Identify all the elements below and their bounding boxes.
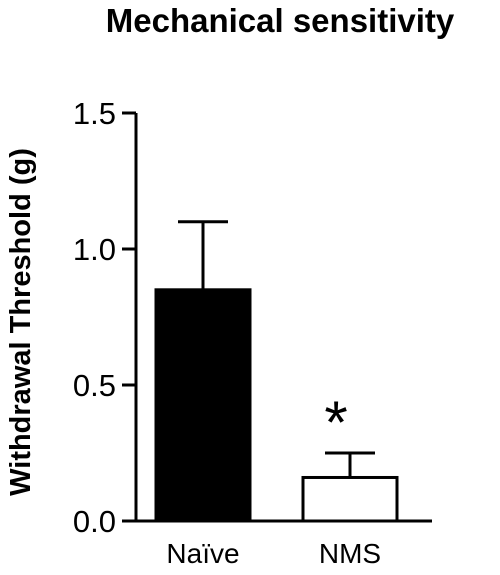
- labels: 0.0 0.5 1.0 1.5 Naïve NMS *: [73, 96, 381, 569]
- y-tick-label: 1.5: [73, 96, 116, 131]
- bar: [301, 475, 399, 523]
- x-tick-label: Naïve: [166, 538, 239, 569]
- bars: [154, 220, 399, 523]
- chart-title: Mechanical sensitivity: [106, 2, 455, 39]
- x-tick-label: NMS: [319, 538, 381, 569]
- significance-marker: *: [324, 389, 347, 456]
- bar: [154, 288, 252, 523]
- y-tick-label: 0.5: [73, 368, 116, 403]
- y-tick-label: 1.0: [73, 232, 116, 267]
- y-axis-label: Withdrawal Threshold (g): [5, 148, 37, 496]
- y-tick-label: 0.0: [73, 504, 116, 539]
